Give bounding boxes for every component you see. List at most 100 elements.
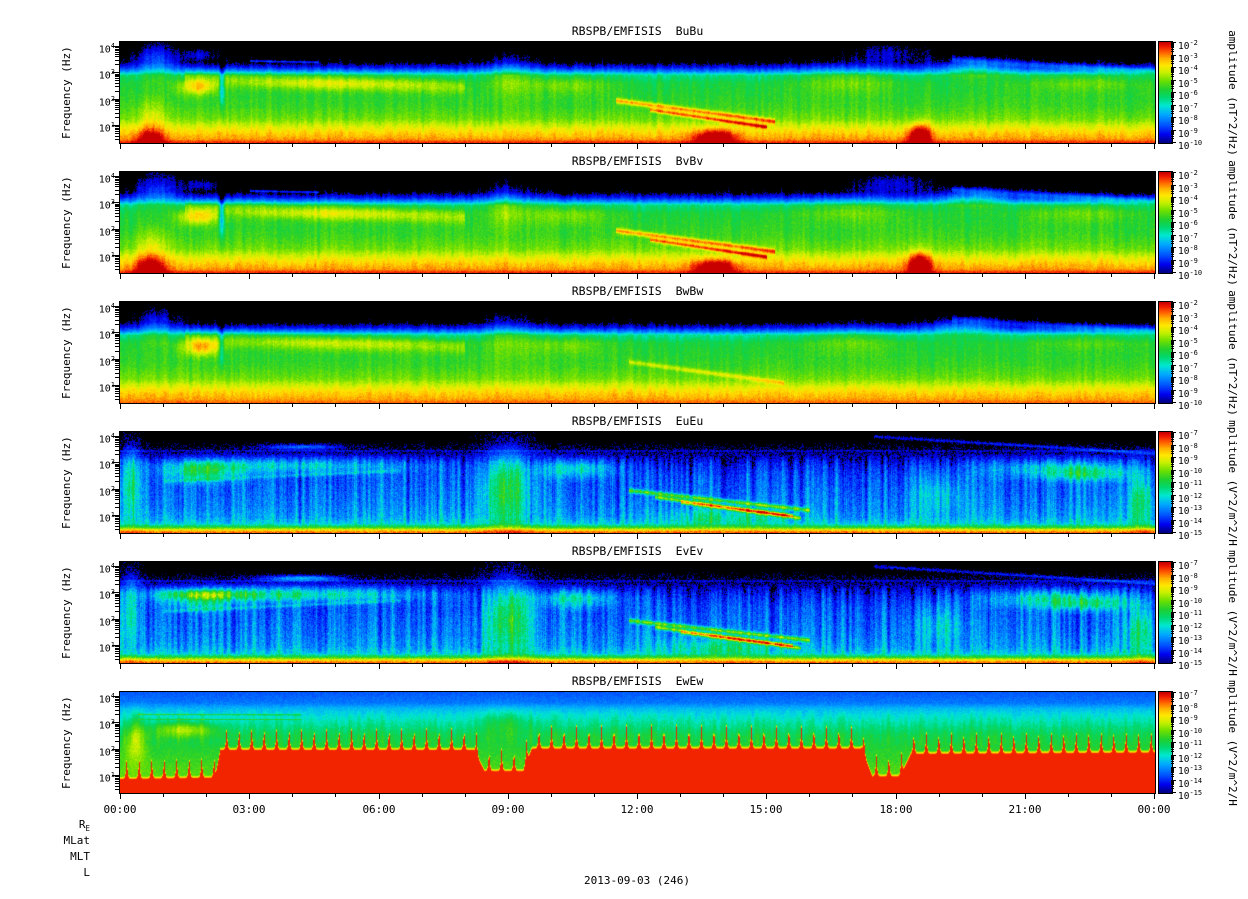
tick-mark (1171, 113, 1174, 114)
tick-mark (206, 143, 207, 147)
tick-label: 10-10 (1178, 139, 1203, 153)
tick-mark (115, 704, 119, 705)
tick-mark (1171, 732, 1174, 733)
tick-mark (115, 113, 119, 114)
tick-mark (1171, 316, 1174, 317)
tick-mark (115, 129, 119, 130)
tick-mark (1171, 222, 1176, 223)
tick-mark (1171, 780, 1174, 781)
tick-mark (112, 125, 119, 126)
tick-mark (1171, 510, 1174, 511)
tick-mark (115, 473, 119, 474)
tick-mark (115, 468, 119, 469)
tick-mark (163, 403, 164, 407)
tick-mark (115, 360, 119, 361)
tick-mark (1171, 701, 1174, 702)
tick-label: 10-7 (1178, 559, 1198, 573)
tick-label: 10-2 (1178, 169, 1198, 183)
tick-mark (1171, 641, 1174, 642)
tick-mark (249, 403, 250, 409)
tick-mark (292, 403, 293, 407)
tick-mark (206, 793, 207, 797)
tick-mark (1171, 188, 1174, 189)
tick-mark (1171, 63, 1174, 64)
tick-mark (809, 273, 810, 277)
tick-mark (115, 437, 119, 438)
tick-mark (115, 396, 119, 397)
tick-mark (939, 403, 940, 407)
tick-mark (115, 710, 119, 711)
tick-mark (115, 335, 119, 336)
tick-label: 10-4 (1178, 64, 1198, 78)
tick-mark (206, 403, 207, 407)
tick-mark (115, 309, 119, 310)
tick-mark (1068, 533, 1069, 537)
tick-mark (637, 143, 638, 149)
tick-mark (1171, 774, 1174, 775)
tick-mark (1171, 792, 1176, 793)
tick-label: 10-9 (1178, 127, 1198, 141)
tick-mark (115, 629, 119, 630)
tick-mark (1171, 473, 1174, 474)
tick-mark (115, 230, 119, 231)
tick-mark (982, 663, 983, 667)
tick-mark (1171, 579, 1174, 580)
tick-label: 103 (98, 718, 115, 732)
tick-mark (115, 194, 119, 195)
tick-mark (1171, 379, 1174, 380)
tick-label: 103 (98, 328, 115, 342)
tick-mark (115, 776, 119, 777)
tick-mark (1171, 734, 1174, 735)
tick-mark (249, 273, 250, 279)
tick-mark (1171, 594, 1174, 595)
tick-mark (115, 365, 119, 366)
tick-mark (1171, 342, 1174, 343)
tick-mark (1171, 42, 1176, 43)
tick-mark (1171, 303, 1174, 304)
time-tick-label: 18:00 (879, 803, 913, 816)
tick-mark (1171, 58, 1174, 59)
tick-mark (1171, 76, 1174, 77)
time-tick-label: 06:00 (362, 803, 396, 816)
tick-mark (1171, 591, 1174, 592)
tick-mark (1171, 509, 1174, 510)
tick-mark (249, 143, 250, 149)
tick-mark (379, 533, 380, 539)
tick-mark (1171, 97, 1174, 98)
tick-mark (1171, 356, 1174, 357)
tick-mark (852, 273, 853, 277)
tick-mark (809, 403, 810, 407)
tick-mark (1171, 236, 1174, 237)
tick-label: 10-15 (1178, 529, 1203, 543)
tick-mark (982, 533, 983, 537)
tick-mark (115, 706, 119, 707)
tick-mark (115, 64, 119, 65)
tick-mark (115, 481, 119, 482)
tick-mark (551, 663, 552, 667)
tick-label: 104 (98, 432, 115, 446)
tick-mark (1171, 464, 1174, 465)
tick-mark (1171, 496, 1174, 497)
tick-mark (115, 239, 119, 240)
tick-mark (508, 663, 509, 669)
tick-mark (115, 521, 119, 522)
tick-mark (766, 533, 767, 539)
tick-mark (1171, 341, 1174, 342)
tick-mark (115, 186, 119, 187)
tick-mark (1171, 202, 1174, 203)
tick-mark (249, 663, 250, 669)
spectrogram-panel-bubu: RBSPB/EMFISIS BuBu Frequency (Hz) amplit… (0, 24, 1248, 155)
tick-mark (1171, 626, 1174, 627)
tick-mark (1171, 348, 1174, 349)
tick-mark (115, 659, 119, 660)
tick-mark (115, 442, 119, 443)
tick-mark (1171, 744, 1174, 745)
tick-mark (1171, 357, 1174, 358)
tick-mark (1171, 653, 1174, 654)
tick-mark (1171, 331, 1174, 332)
tick-mark (115, 627, 119, 628)
tick-mark (551, 143, 552, 147)
tick-mark (551, 533, 552, 537)
tick-mark (115, 261, 119, 262)
tick-mark (115, 86, 119, 87)
